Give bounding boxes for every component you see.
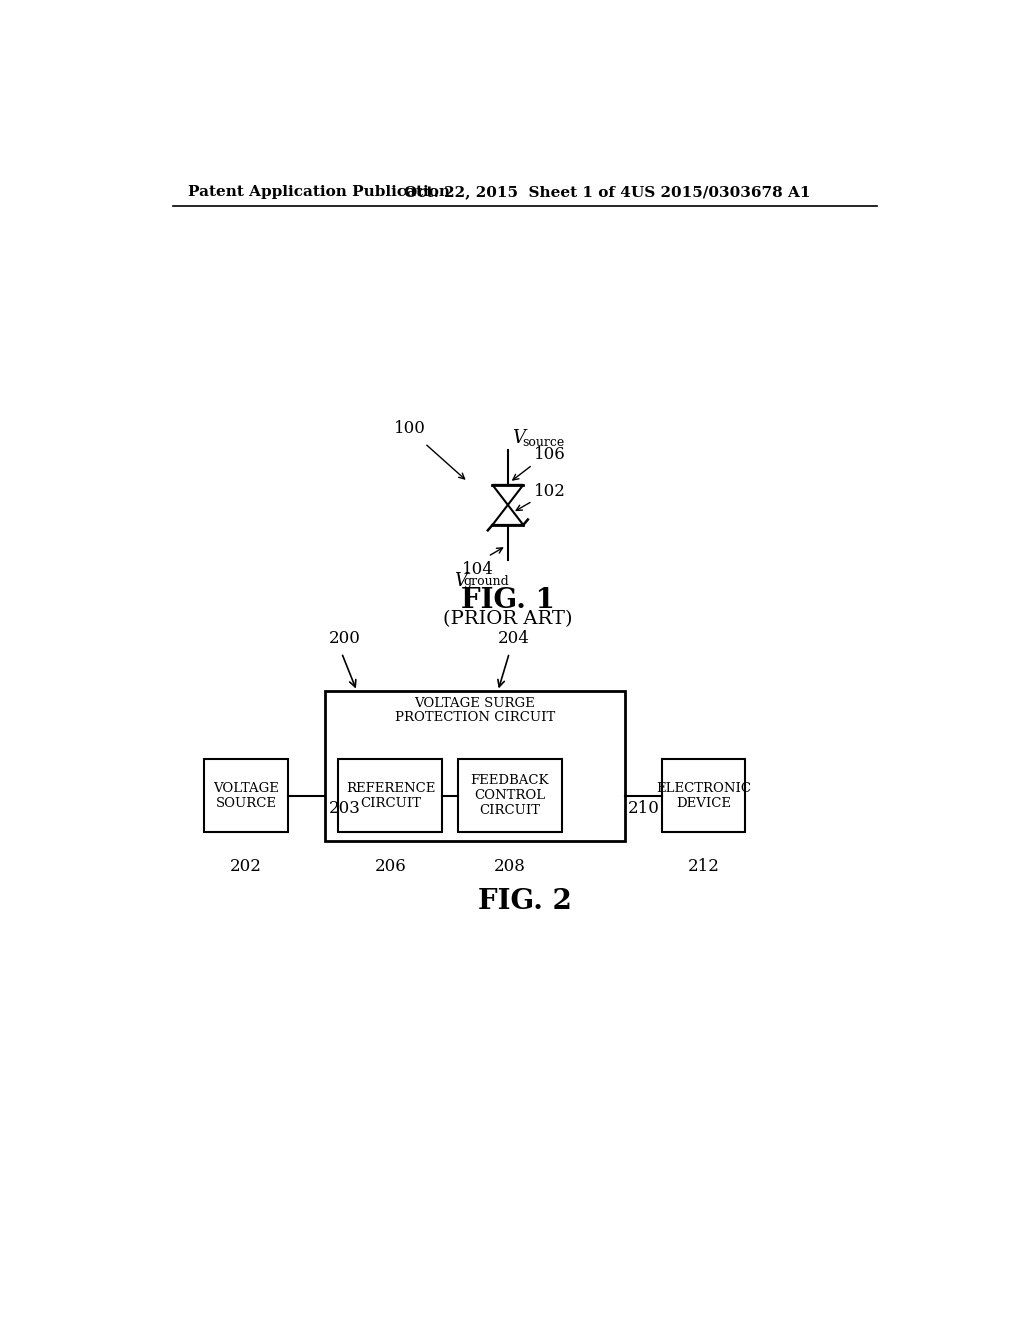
- Text: 102: 102: [535, 483, 566, 499]
- Text: ground: ground: [463, 576, 509, 587]
- Text: FEEDBACK
CONTROL
CIRCUIT: FEEDBACK CONTROL CIRCUIT: [471, 774, 549, 817]
- Text: REFERENCE
CIRCUIT: REFERENCE CIRCUIT: [346, 781, 435, 809]
- Text: 210: 210: [628, 800, 659, 817]
- Text: 204: 204: [498, 630, 529, 647]
- Bar: [325, 692, 625, 841]
- Text: 206: 206: [375, 858, 407, 875]
- Text: V: V: [512, 429, 525, 447]
- Text: Oct. 22, 2015  Sheet 1 of 4: Oct. 22, 2015 Sheet 1 of 4: [403, 185, 631, 199]
- Text: (PRIOR ART): (PRIOR ART): [443, 610, 572, 627]
- Text: VOLTAGE SURGE: VOLTAGE SURGE: [415, 697, 536, 710]
- Text: V: V: [454, 572, 467, 590]
- Text: VOLTAGE
SOURCE: VOLTAGE SOURCE: [213, 781, 279, 809]
- Text: 212: 212: [687, 858, 720, 875]
- Text: 106: 106: [535, 446, 566, 463]
- Text: 208: 208: [494, 858, 525, 875]
- Text: 203: 203: [329, 800, 360, 817]
- Text: Patent Application Publication: Patent Application Publication: [188, 185, 451, 199]
- Text: ELECTRONIC
DEVICE: ELECTRONIC DEVICE: [656, 781, 751, 809]
- Bar: [205, 759, 288, 832]
- Bar: [339, 759, 442, 832]
- Text: 104: 104: [462, 561, 494, 578]
- Text: 200: 200: [329, 630, 360, 647]
- Text: FIG. 1: FIG. 1: [461, 586, 555, 614]
- Text: PROTECTION CIRCUIT: PROTECTION CIRCUIT: [394, 711, 555, 725]
- Text: 202: 202: [230, 858, 262, 875]
- Text: FIG. 2: FIG. 2: [478, 887, 571, 915]
- Text: source: source: [522, 436, 565, 449]
- Polygon shape: [493, 484, 523, 506]
- Bar: [662, 759, 745, 832]
- Text: 100: 100: [394, 420, 426, 437]
- Polygon shape: [493, 506, 523, 525]
- Text: US 2015/0303678 A1: US 2015/0303678 A1: [631, 185, 811, 199]
- Bar: [458, 759, 562, 832]
